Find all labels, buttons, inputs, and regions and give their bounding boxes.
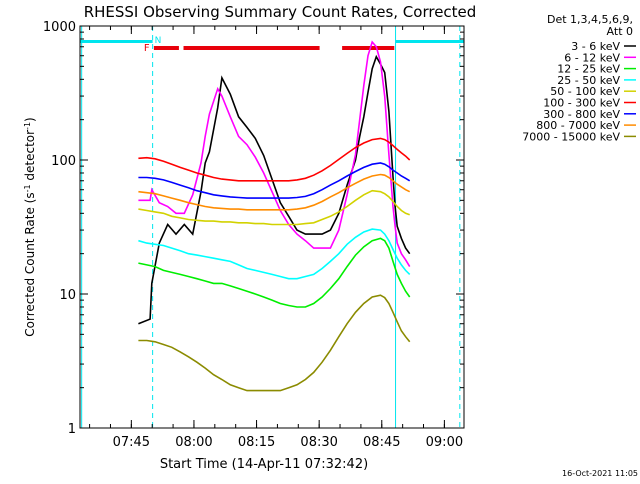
series-line-3 xyxy=(138,228,411,280)
chart-title: RHESSI Observing Summary Count Rates, Co… xyxy=(84,3,477,21)
legend-entry-label: 12 - 25 keV xyxy=(557,63,620,76)
legend-entry-label: 50 - 100 keV xyxy=(550,85,620,98)
flare-flag-bar xyxy=(183,46,320,50)
x-tick-label: 09:00 xyxy=(426,435,463,450)
legend-header-line: Att 0 xyxy=(607,25,633,38)
series-line-0 xyxy=(138,54,411,325)
legend-entry-label: 100 - 300 keV xyxy=(543,97,620,110)
series-line-5 xyxy=(138,137,411,182)
legend-entry-label: 7000 - 15000 keV xyxy=(522,130,620,143)
y-tick-label: 1 xyxy=(68,422,76,437)
x-tick-label: 08:30 xyxy=(300,435,337,450)
y-tick-label: 10 xyxy=(59,288,76,303)
series-line-8 xyxy=(138,294,411,392)
x-tick-label: 08:15 xyxy=(238,435,275,450)
legend-entry-label: 25 - 50 keV xyxy=(557,74,620,87)
footer-timestamp: 16-Oct-2021 11:05 xyxy=(562,469,638,478)
y-tick-label: 100 xyxy=(51,154,76,169)
x-tick-label: 08:45 xyxy=(363,435,400,450)
y-axis: 1 10 100 1000 xyxy=(43,20,464,437)
series-line-6 xyxy=(138,162,411,199)
flare-flag-bar xyxy=(342,46,395,50)
legend-entry-label: 300 - 800 keV xyxy=(543,108,620,121)
plot-area: NF xyxy=(80,26,464,428)
x-tick-label: 07:45 xyxy=(113,435,150,450)
night-flag-bar xyxy=(80,40,153,43)
legend-entry-label: 800 - 7000 keV xyxy=(536,119,620,132)
flare-flag-label: F xyxy=(144,43,150,54)
series-line-4 xyxy=(138,189,410,226)
y-tick-label: 1000 xyxy=(43,20,76,35)
x-tick-label: 08:00 xyxy=(175,435,212,450)
night-flag-bar xyxy=(395,40,464,43)
plot-frame xyxy=(79,25,465,429)
series-line-2 xyxy=(138,237,411,308)
x-axis: 07:45 08:00 08:15 08:30 08:45 09:00 xyxy=(89,26,463,450)
series-line-1 xyxy=(138,40,411,268)
y-axis-label: Corrected Count Rate (s-1 detector-1) xyxy=(23,117,38,336)
x-axis-label: Start Time (14-Apr-11 07:32:42) xyxy=(160,457,368,472)
legend-header-line: Det 1,3,4,5,6,9, xyxy=(547,13,633,26)
night-flag-label: N xyxy=(155,36,162,46)
legend-entry-label: 6 - 12 keV xyxy=(564,51,620,64)
series-line-7 xyxy=(138,173,411,211)
legend-entry-label: 3 - 6 keV xyxy=(571,40,620,53)
flare-flag-bar xyxy=(153,46,179,50)
